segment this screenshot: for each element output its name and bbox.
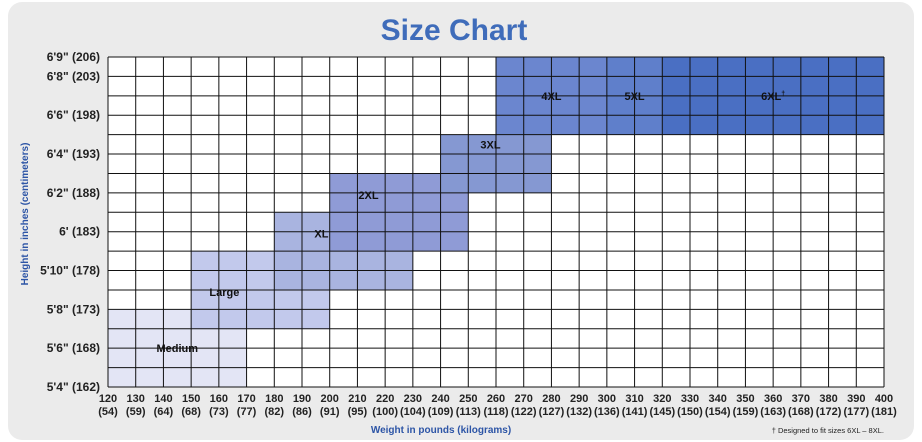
x-tick-label-lbs: 150 [182, 393, 200, 405]
y-tick-label: 6'8" (203) [47, 69, 100, 83]
x-tick-label-kg: (54) [98, 406, 118, 418]
footnote: † Designed to fit sizes 6XL – 8XL. [772, 426, 884, 435]
x-tick-label-kg: (150) [677, 406, 703, 418]
x-tick-label-kg: (100) [372, 406, 398, 418]
size-chart: Size Chart Medium Large XL 2XL 3XL 4XL 5XL 6XL†… [20, 14, 897, 436]
y-tick-labels: 5'4" (162) 5'6" (168) 5'8" (173) 5'10" (178… [40, 50, 100, 394]
x-tick-label-kg: (73) [209, 406, 229, 418]
x-tick-label-lbs: 190 [293, 393, 311, 405]
x-tick-label-lbs: 360 [764, 393, 782, 405]
x-tick-label-kg: (91) [320, 406, 340, 418]
chart-title: Size Chart [381, 14, 528, 47]
x-tick-label-lbs: 400 [875, 393, 893, 405]
x-tick-label-lbs: 260 [487, 393, 505, 405]
x-tick-label-kg: (122) [511, 406, 537, 418]
x-tick-label-lbs: 160 [210, 393, 228, 405]
x-tick-label-kg: (82) [265, 406, 285, 418]
x-tick-label-lbs: 220 [376, 393, 394, 405]
x-tick-label-lbs: 140 [154, 393, 172, 405]
region-label-2xl: 2XL [358, 190, 378, 202]
y-tick-label: 5'8" (173) [47, 302, 100, 316]
x-tick-label-lbs: 320 [653, 393, 671, 405]
x-tick-label-kg: (104) [400, 406, 426, 418]
y-tick-label: 5'4" (162) [47, 380, 100, 394]
x-tick-label-lbs: 270 [515, 393, 533, 405]
x-tick-label-lbs: 180 [265, 393, 283, 405]
x-tick-label-lbs: 390 [847, 393, 865, 405]
x-tick-label-lbs: 340 [709, 393, 727, 405]
x-tick-label-lbs: 230 [404, 393, 422, 405]
x-tick-label-lbs: 310 [625, 393, 643, 405]
x-tick-label-kg: (127) [539, 406, 565, 418]
grid-lines [107, 56, 885, 388]
x-tick-label-kg: (163) [760, 406, 786, 418]
x-tick-label-lbs: 330 [681, 393, 699, 405]
x-tick-label-kg: (132) [566, 406, 592, 418]
x-tick-label-lbs: 290 [570, 393, 588, 405]
x-tick-label-kg: (177) [843, 406, 869, 418]
y-axis-label: Height in inches (centimeters) [20, 143, 31, 286]
x-tick-label-lbs: 280 [542, 393, 560, 405]
y-tick-label: 6'6" (198) [47, 108, 100, 122]
x-tick-label-lbs: 200 [321, 393, 339, 405]
x-tick-label-kg: (77) [237, 406, 257, 418]
region-label-medium: Medium [157, 343, 199, 355]
x-tick-label-lbs: 170 [237, 393, 255, 405]
x-tick-label-lbs: 130 [127, 393, 145, 405]
x-tick-label-kg: (95) [348, 406, 368, 418]
x-tick-label-kg: (168) [788, 406, 814, 418]
chart-card: Size Chart Medium Large XL 2XL 3XL 4XL 5XL 6XL†… [8, 2, 914, 440]
x-tick-label-kg: (141) [622, 406, 648, 418]
x-tick-label-lbs: 120 [99, 393, 117, 405]
x-tick-label-kg: (59) [126, 406, 146, 418]
x-tick-label-kg: (109) [428, 406, 454, 418]
x-tick-label-lbs: 250 [459, 393, 477, 405]
region-label-5xl: 5XL [624, 91, 644, 103]
x-tick-label-lbs: 350 [736, 393, 754, 405]
x-tick-label-kg: (159) [733, 406, 759, 418]
x-tick-label-kg: (118) [483, 406, 508, 418]
region-label-4xl: 4XL [541, 91, 561, 103]
y-tick-label: 6'4" (193) [47, 147, 100, 161]
x-tick-label-kg: (181) [871, 406, 897, 418]
region-label-6xl: 6XL† [761, 91, 785, 103]
x-tick-label-lbs: 370 [792, 393, 810, 405]
x-tick-label-kg: (145) [649, 406, 675, 418]
x-tick-label-kg: (68) [181, 406, 201, 418]
size-region-labels: Medium Large XL 2XL 3XL 4XL 5XL 6XL† [157, 91, 786, 355]
region-label-dagger: † [781, 91, 785, 98]
x-tick-label-lbs: 380 [819, 393, 837, 405]
x-tick-label-kg: (154) [705, 406, 731, 418]
x-tick-label-kg: (64) [154, 406, 174, 418]
region-label-xl: XL [314, 229, 328, 241]
y-tick-label: 5'6" (168) [47, 341, 100, 355]
x-tick-label-kg: (172) [816, 406, 842, 418]
x-axis-label: Weight in pounds (kilograms) [371, 425, 511, 436]
y-tick-label: 6'9" (206) [47, 50, 100, 64]
region-label-large: Large [209, 287, 239, 299]
x-tick-label-lbs: 240 [431, 393, 449, 405]
x-tick-label-kg: (136) [594, 406, 620, 418]
x-tick-label-kg: (113) [456, 406, 481, 418]
y-tick-label: 5'10" (178) [40, 264, 100, 278]
x-tick-label-lbs: 210 [348, 393, 366, 405]
region-label-3xl: 3XL [480, 139, 500, 151]
y-tick-label: 6' (183) [59, 225, 100, 239]
x-tick-label-lbs: 300 [598, 393, 616, 405]
y-tick-label: 6'2" (188) [47, 186, 100, 200]
x-tick-labels: 120(54) 130(59) 140(64) 150(68) 160(73) 170(7… [98, 393, 897, 418]
x-tick-label-kg: (86) [292, 406, 312, 418]
